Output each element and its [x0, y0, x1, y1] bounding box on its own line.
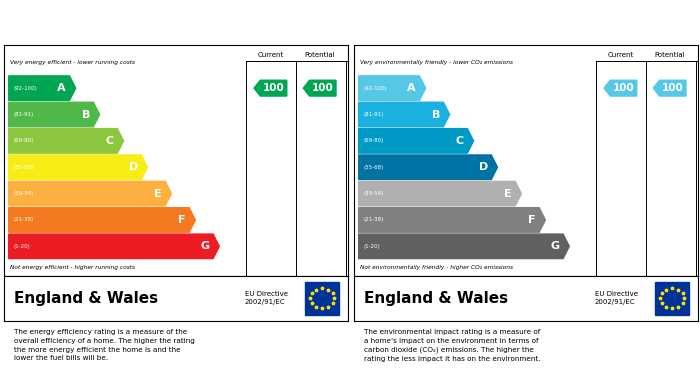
Text: (69-80): (69-80) — [14, 138, 34, 143]
Polygon shape — [358, 102, 449, 127]
Text: Current: Current — [608, 52, 634, 58]
Text: G: G — [200, 241, 210, 251]
Text: Energy Efficiency Rating: Energy Efficiency Rating — [14, 18, 167, 27]
Polygon shape — [8, 129, 124, 153]
Polygon shape — [358, 129, 474, 153]
Text: England & Wales: England & Wales — [14, 291, 158, 306]
Polygon shape — [8, 208, 195, 232]
Polygon shape — [8, 76, 76, 100]
Text: (21-38): (21-38) — [364, 217, 384, 222]
Text: Not environmentally friendly - higher CO₂ emissions: Not environmentally friendly - higher CO… — [360, 265, 513, 270]
Text: C: C — [456, 136, 464, 146]
Polygon shape — [358, 208, 545, 232]
Text: (39-54): (39-54) — [14, 191, 34, 196]
Text: 100: 100 — [612, 83, 634, 93]
Text: Current: Current — [258, 52, 284, 58]
Text: (1-20): (1-20) — [14, 244, 31, 249]
Polygon shape — [8, 155, 148, 179]
Polygon shape — [8, 102, 99, 127]
Text: B: B — [82, 109, 90, 120]
Text: E: E — [504, 188, 512, 199]
Text: F: F — [528, 215, 536, 225]
Polygon shape — [358, 181, 522, 206]
Polygon shape — [358, 76, 426, 100]
Text: C: C — [106, 136, 114, 146]
Text: 100: 100 — [662, 83, 684, 93]
Text: (39-54): (39-54) — [364, 191, 384, 196]
Polygon shape — [8, 181, 172, 206]
Text: E: E — [154, 188, 162, 199]
Polygon shape — [303, 80, 336, 96]
Text: (81-91): (81-91) — [14, 112, 34, 117]
Polygon shape — [358, 155, 498, 179]
Text: D: D — [129, 162, 138, 172]
Text: (92-100): (92-100) — [14, 86, 38, 91]
Text: Environmental Impact (CO₂) Rating: Environmental Impact (CO₂) Rating — [364, 18, 582, 27]
Text: (1-20): (1-20) — [364, 244, 381, 249]
Text: The environmental impact rating is a measure of
a home's impact on the environme: The environmental impact rating is a mea… — [364, 329, 540, 362]
Text: The energy efficiency rating is a measure of the
overall efficiency of a home. T: The energy efficiency rating is a measur… — [14, 329, 195, 361]
Text: (55-68): (55-68) — [364, 165, 384, 170]
Polygon shape — [604, 80, 637, 96]
Text: (55-68): (55-68) — [14, 165, 34, 170]
Polygon shape — [358, 234, 569, 258]
Text: EU Directive
2002/91/EC: EU Directive 2002/91/EC — [244, 291, 288, 305]
Text: Potential: Potential — [654, 52, 685, 58]
Text: 100: 100 — [262, 83, 284, 93]
Text: (21-38): (21-38) — [14, 217, 34, 222]
Bar — [654, 282, 690, 315]
Polygon shape — [653, 80, 686, 96]
Text: A: A — [57, 83, 66, 93]
Text: (81-91): (81-91) — [364, 112, 384, 117]
Text: F: F — [178, 215, 186, 225]
Text: EU Directive
2002/91/EC: EU Directive 2002/91/EC — [594, 291, 638, 305]
Text: 100: 100 — [312, 83, 334, 93]
Text: (92-100): (92-100) — [364, 86, 388, 91]
Text: G: G — [550, 241, 560, 251]
Text: Potential: Potential — [304, 52, 335, 58]
Text: Not energy efficient - higher running costs: Not energy efficient - higher running co… — [10, 265, 135, 270]
Bar — [304, 282, 340, 315]
Polygon shape — [8, 234, 219, 258]
Text: England & Wales: England & Wales — [364, 291, 508, 306]
Text: D: D — [479, 162, 488, 172]
Polygon shape — [254, 80, 287, 96]
Text: A: A — [407, 83, 416, 93]
Text: Very environmentally friendly - lower CO₂ emissions: Very environmentally friendly - lower CO… — [360, 60, 513, 65]
Text: Very energy efficient - lower running costs: Very energy efficient - lower running co… — [10, 60, 135, 65]
Text: (69-80): (69-80) — [364, 138, 384, 143]
Text: B: B — [432, 109, 440, 120]
